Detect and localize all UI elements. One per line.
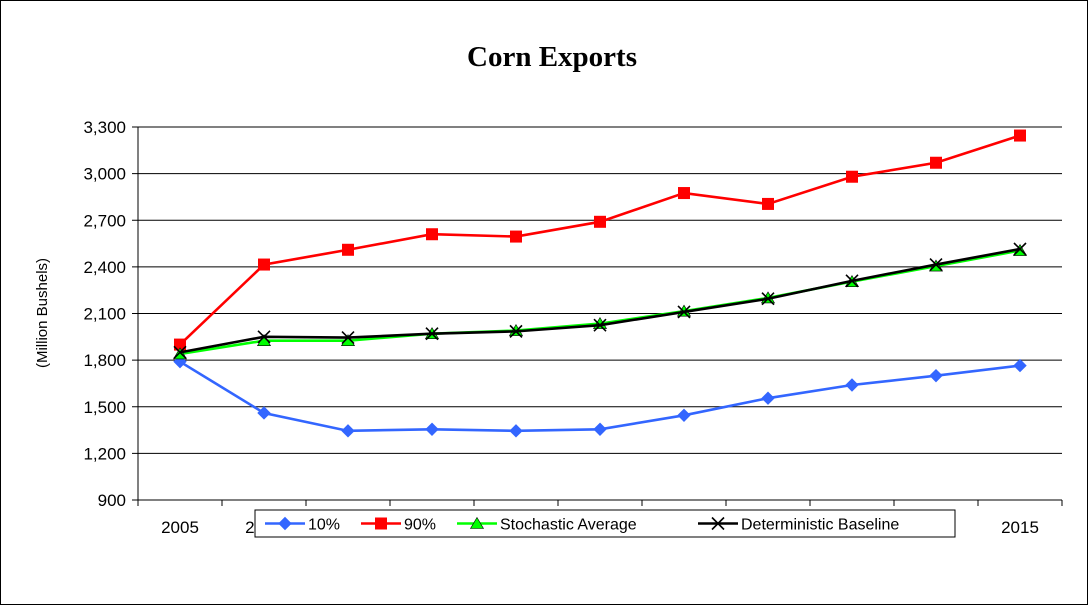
data-point [510,230,522,243]
data-point [425,422,439,436]
legend-entry: 10% [265,517,340,534]
data-point [173,345,187,359]
x-marker-stroke [711,516,725,531]
data-point [425,327,439,341]
series-line [179,360,1021,433]
y-tick-label: 2,700 [83,211,126,230]
x-marker-stroke [1013,242,1027,256]
legend-label: Stochastic Average [500,517,637,534]
data-point [761,292,775,306]
x-marker-stroke [761,292,775,306]
data-point [761,391,775,405]
data-point [762,197,774,210]
axes [132,126,1063,506]
y-tick-label: 2,400 [83,258,126,277]
data-point [593,318,607,332]
data-point [1014,129,1026,142]
data-point [677,408,691,423]
x-marker-stroke [257,330,271,344]
data-point [846,170,858,183]
y-tick-label: 2,100 [83,305,126,324]
x-marker-stroke [173,345,187,359]
data-point [929,368,943,383]
x-marker-stroke [677,305,691,319]
data-point [1013,358,1027,373]
data-point [929,257,943,272]
legend-marker [469,516,485,529]
series-stochastic-average [172,243,1028,360]
series-90 [174,129,1026,351]
x-marker-stroke [593,318,607,332]
y-tick-label: 1,500 [83,398,126,417]
x-tick-label: 2005 [161,518,199,537]
x-marker-stroke [509,324,523,338]
x-marker-stroke [845,274,859,288]
y-tick-label: 3,000 [83,165,126,184]
data-point [257,406,271,420]
data-point [593,422,607,436]
data-point [845,274,859,288]
legend-entry: 90% [361,517,436,534]
y-tick-label: 900 [98,491,126,510]
legend-label: 90% [404,517,436,534]
gridlines [138,126,1062,454]
series-line [179,247,1021,354]
data-point [678,187,690,200]
data-point [845,378,859,392]
data-point [341,331,355,345]
x-marker-stroke [929,257,943,272]
y-tick-label: 1,200 [83,444,126,463]
series-10 [173,354,1027,438]
data-point [1013,242,1027,256]
legend-entry: Deterministic Baseline [698,517,899,534]
x-marker-stroke [425,327,439,341]
data-point [426,228,438,241]
y-tick-label: 1,800 [83,351,126,370]
legend-marker [278,516,292,531]
series-group [172,129,1028,438]
data-point [341,424,355,438]
data-point [257,330,271,344]
x-marker-stroke [341,331,355,345]
x-tick-label: 2015 [1001,518,1039,537]
legend-label: 10% [308,517,340,534]
data-point [342,243,354,256]
legend-label: Deterministic Baseline [741,517,899,534]
data-point [677,305,691,319]
legend-marker [711,516,725,531]
legend: 10% 90% Stochastic Average Deterministic Ba… [254,509,956,538]
data-point [594,215,606,228]
data-point [509,324,523,338]
legend-marker [375,517,387,530]
y-tick-label: 3,300 [83,118,126,137]
data-point [509,424,523,438]
chart-title: Corn Exports [467,41,637,73]
series-deterministic-baseline [173,242,1027,359]
data-point [930,156,942,169]
data-point [258,258,270,271]
y-axis-label: (Million Bushels) [34,258,51,368]
legend-entry: Stochastic Average [457,517,637,534]
